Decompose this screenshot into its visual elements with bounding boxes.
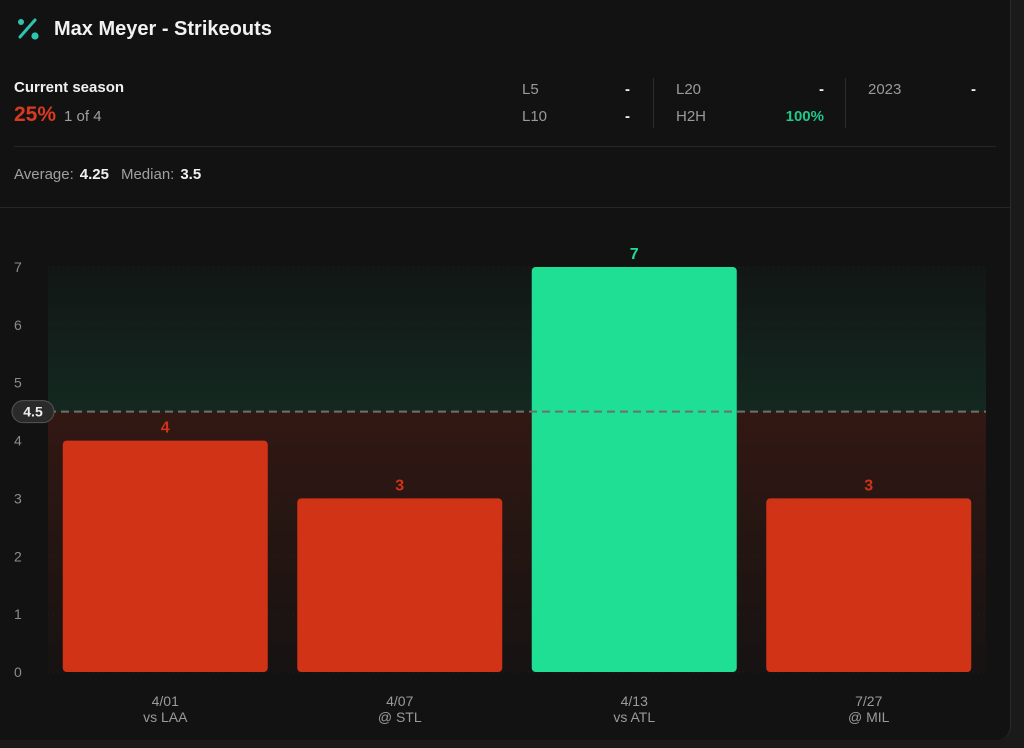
x-tick-date: 4/07: [386, 693, 413, 709]
split-label-2023: 2023: [868, 81, 902, 98]
y-tick-label: 3: [14, 490, 22, 506]
y-tick-label: 1: [14, 606, 22, 622]
player-prop-card: Max Meyer - Strikeouts Current season 25…: [0, 0, 1011, 740]
bar-0: [62, 440, 268, 672]
card-header: Max Meyer - Strikeouts: [14, 14, 272, 44]
x-tick-opponent: @ MIL: [848, 709, 890, 725]
split-divider: [845, 78, 846, 128]
bar-1: [297, 498, 503, 672]
prop-line-label: 4.5: [23, 404, 43, 420]
season-record: 1 of 4: [64, 108, 102, 125]
split-label-h2h: H2H: [676, 108, 707, 125]
median-label: Median:: [120, 166, 175, 183]
prop-line-badge: [11, 400, 55, 424]
bar-value-label: 7: [630, 246, 639, 263]
split-value-l10: -: [625, 108, 630, 125]
average-value: 4.25: [79, 166, 109, 183]
season-hit-rate: 25%: [14, 103, 57, 126]
split-value-h2h: 100%: [785, 108, 824, 125]
split-label-l5: L5: [522, 81, 539, 98]
x-tick-date: 7/27: [855, 693, 882, 709]
card-title: Max Meyer - Strikeouts: [54, 17, 272, 40]
split-label-l20: L20: [676, 81, 702, 98]
split-value-2023: -: [971, 81, 976, 98]
section-divider: [0, 207, 1010, 208]
section-divider: [14, 146, 996, 147]
average-label: Average:: [14, 166, 74, 183]
x-tick-date: 4/01: [152, 693, 179, 709]
current-season-label: Current season: [14, 79, 125, 96]
bar-3: [766, 498, 972, 672]
y-tick-label: 6: [14, 317, 22, 333]
split-label-l10: L10: [522, 108, 548, 125]
bar-value-label: 4: [161, 420, 170, 437]
x-tick-opponent: vs LAA: [143, 709, 188, 725]
percent-icon: [18, 18, 39, 40]
y-tick-label: 5: [14, 375, 22, 391]
over-zone-background: [48, 267, 986, 412]
split-value-l20: -: [819, 81, 824, 98]
x-tick-opponent: vs ATL: [613, 709, 655, 725]
y-tick-label: 2: [14, 548, 22, 564]
y-tick-label: 7: [14, 259, 22, 275]
split-divider: [653, 78, 654, 128]
y-tick-label: 0: [14, 664, 22, 680]
median-value: 3.5: [180, 166, 202, 183]
bar-value-label: 3: [395, 477, 404, 494]
y-tick-label: 4: [14, 433, 22, 449]
bar-2: [531, 267, 737, 672]
summary-row: Average: 4.25 Median: 3.5: [14, 166, 213, 183]
x-tick-opponent: @ STL: [378, 709, 422, 725]
current-season-stat: 25% 1 of 4: [14, 103, 102, 127]
bar-value-label: 3: [864, 477, 873, 494]
x-tick-date: 4/13: [621, 693, 648, 709]
split-value-l5: -: [625, 81, 630, 98]
